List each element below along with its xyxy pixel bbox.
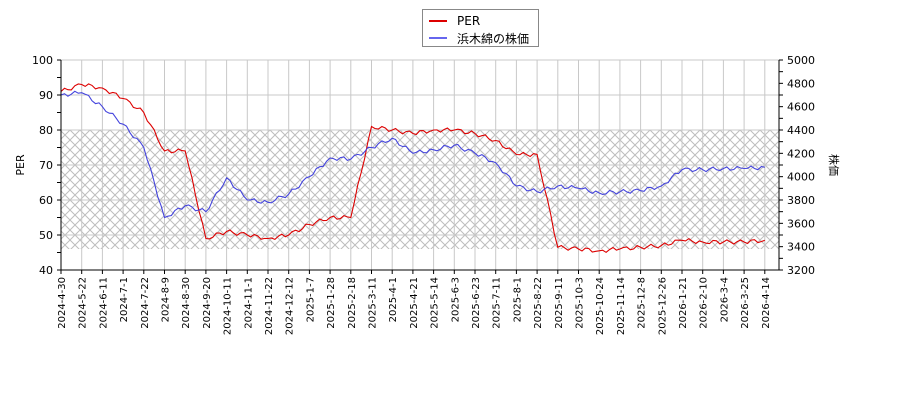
left-tick-label: 50 <box>39 229 53 242</box>
x-tick-label: 2025-2-18 <box>347 277 358 329</box>
x-tick-label: 2026-2-10 <box>699 277 710 329</box>
x-tick-label: 2024-7-22 <box>140 277 151 329</box>
left-tick-label: 100 <box>32 54 53 67</box>
x-tick-label: 2025-5-14 <box>430 277 441 329</box>
x-tick-label: 2025-4-1 <box>388 277 399 322</box>
x-tick-label: 2025-3-11 <box>368 277 379 329</box>
x-tick-label: 2025-6-3 <box>450 277 461 322</box>
x-tick-label: 2025-10-24 <box>595 277 606 335</box>
per-line <box>61 83 765 253</box>
left-tick-label: 80 <box>39 124 53 137</box>
price-line <box>61 90 765 219</box>
price-line-swatch-icon <box>429 37 447 39</box>
x-tick-label: 2025-8-1 <box>512 277 523 322</box>
x-tick-label: 2025-1-28 <box>326 277 337 329</box>
right-tick-label: 4800 <box>787 77 815 90</box>
right-tick-label: 3800 <box>787 194 815 207</box>
x-tick-label: 2024-8-30 <box>181 277 192 329</box>
x-tick-label: 2026-3-25 <box>740 277 751 329</box>
x-tick-label: 2025-11-14 <box>616 277 627 335</box>
legend-item-price: 浜木綿の株価 <box>429 30 529 46</box>
x-tick-label: 2025-12-26 <box>657 277 668 335</box>
x-tick-label: 2024-7-1 <box>119 277 130 322</box>
x-tick-label: 2026-1-21 <box>678 277 689 329</box>
left-tick-label: 70 <box>39 159 53 172</box>
right-tick-label: 3400 <box>787 241 815 254</box>
x-tick-label: 2024-10-11 <box>223 277 234 335</box>
grid-lines <box>60 59 779 271</box>
x-tick-label: 2026-3-4 <box>719 277 730 322</box>
x-tick-label: 2025-7-11 <box>492 277 503 329</box>
x-tick-label: 2025-10-3 <box>575 277 586 329</box>
per-line-swatch-icon <box>429 20 447 22</box>
right-tick-label: 4200 <box>787 147 815 160</box>
left-tick-label: 90 <box>39 89 53 102</box>
shaded-band <box>61 130 779 249</box>
x-tick-label: 2024-8-9 <box>161 277 172 322</box>
x-tick-label: 2024-6-11 <box>98 277 109 329</box>
x-tick-label: 2024-9-20 <box>202 277 213 329</box>
axes <box>57 59 783 274</box>
left-tick-label: 40 <box>39 264 53 277</box>
right-tick-label: 4000 <box>787 171 815 184</box>
x-tick-label: 2025-1-7 <box>305 277 316 322</box>
x-tick-label: 2025-4-21 <box>409 277 420 329</box>
x-tick-label: 2025-12-8 <box>637 277 648 329</box>
x-tick-label: 2025-9-11 <box>554 277 565 329</box>
left-tick-label: 60 <box>39 194 53 207</box>
x-tick-label: 2025-6-23 <box>471 277 482 329</box>
legend-item-per: PER <box>429 13 480 29</box>
x-tick-label: 2025-8-22 <box>533 277 544 329</box>
x-tick-label: 2026-4-14 <box>761 277 772 329</box>
x-tick-label: 2024-11-1 <box>243 277 254 329</box>
right-tick-label: 5000 <box>787 54 815 67</box>
x-tick-label: 2024-5-22 <box>78 277 89 329</box>
right-axis-title: 株価 <box>827 154 841 176</box>
right-tick-label: 4600 <box>787 101 815 114</box>
series-lines <box>61 83 765 253</box>
axis-labels: 100 90 80 70 60 50 40 5000 4800 4600 4400 4200 4000 3… <box>32 54 815 335</box>
x-tick-label: 2024-12-12 <box>285 277 296 335</box>
legend: PER 浜木綿の株価 <box>422 9 539 47</box>
legend-label-price: 浜木綿の株価 <box>457 31 530 46</box>
legend-label-per: PER <box>457 14 481 28</box>
x-tick-label: 2024-11-22 <box>264 277 275 335</box>
right-tick-label: 3200 <box>787 264 815 277</box>
right-tick-label: 4400 <box>787 124 815 137</box>
left-axis-title: PER <box>14 154 27 176</box>
right-tick-label: 3600 <box>787 217 815 230</box>
x-tick-label: 2024-4-30 <box>57 277 68 329</box>
